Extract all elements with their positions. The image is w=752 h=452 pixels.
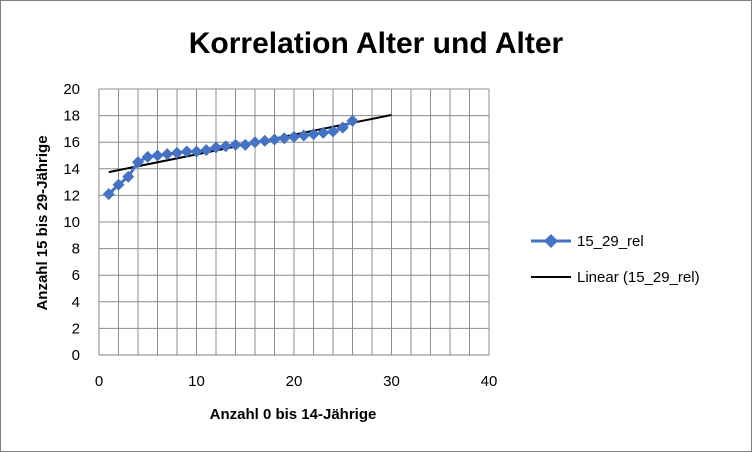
legend-series-label: 15_29_rel [577, 233, 644, 250]
y-tick-label: 18 [63, 108, 80, 125]
data-point [219, 140, 232, 153]
y-tick-label: 20 [63, 81, 80, 98]
y-tick-label: 16 [63, 134, 80, 151]
data-point [346, 114, 359, 127]
axis-layer [98, 89, 489, 356]
legend: 15_29_rel Linear (15_29_rel) [531, 233, 700, 286]
data-point [229, 138, 242, 151]
data-point [180, 145, 193, 158]
data-point [258, 134, 271, 147]
data-point [132, 156, 144, 169]
data-point [112, 178, 125, 191]
data-point [210, 141, 222, 154]
grid-layer [98, 88, 490, 356]
legend-series-marker [544, 234, 558, 248]
data-point [151, 149, 164, 162]
data-point [297, 129, 310, 142]
series-layer [102, 114, 359, 201]
data-point [278, 132, 291, 145]
data-point [200, 144, 213, 157]
data-point [307, 128, 320, 141]
chart-title: Korrelation Alter und Alter [189, 27, 564, 60]
y-tick-label: 0 [72, 347, 80, 364]
y-tick-label: 6 [72, 267, 80, 284]
y-tick-label: 4 [72, 294, 80, 311]
data-point [317, 126, 330, 139]
y-tick-label: 2 [72, 320, 80, 337]
data-point [171, 146, 183, 159]
x-tick-label: 0 [95, 373, 103, 390]
data-point [161, 148, 174, 161]
y-tick-label: 12 [63, 187, 80, 204]
x-axis-title: Anzahl 0 bis 14-Jährige [210, 406, 377, 423]
data-point [239, 138, 252, 151]
data-point [102, 188, 115, 201]
data-point [122, 170, 135, 183]
data-point [190, 145, 203, 158]
x-tick-label: 40 [481, 373, 498, 390]
x-tick-label: 30 [383, 373, 400, 390]
y-tick-label: 10 [63, 214, 80, 231]
x-tick-label: 20 [286, 373, 303, 390]
y-axis-title: Anzahl 15 bis 29-Jährige [34, 135, 51, 310]
data-point [288, 130, 300, 143]
legend-item-series: 15_29_rel [531, 233, 644, 250]
x-tick-label: 10 [188, 373, 205, 390]
data-point [249, 136, 261, 149]
y-tick-label: 14 [63, 161, 80, 178]
tick-labels: 0 10 20 30 40 0 2 4 6 8 10 12 14 16 18 20 [63, 81, 497, 390]
legend-trendline-label: Linear (15_29_rel) [577, 269, 700, 286]
data-point [327, 125, 339, 138]
data-point [336, 121, 349, 134]
legend-item-trendline: Linear (15_29_rel) [531, 269, 700, 286]
data-point [141, 150, 154, 163]
y-tick-label: 8 [72, 241, 80, 258]
data-point [268, 133, 281, 146]
